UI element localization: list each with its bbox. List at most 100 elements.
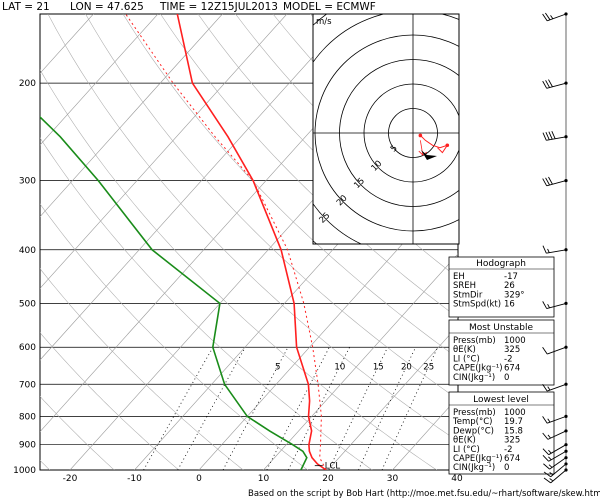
lcl-label: LCL [325,462,341,472]
lat-text: LAT = 21 [2,1,50,13]
lowest-level-box: Lowest level Press(mb) 1000 Temp(°C) 19.7 De… [448,391,555,475]
wind-barb [542,130,568,141]
most-unstable-row-value: 325 [504,345,520,355]
lowest-level-row-value: 19.7 [504,417,523,427]
temperature-tick-label: 10 [258,474,270,484]
hodograph-trace-line [420,135,449,154]
hodograph-end-marker [421,150,437,160]
hodograph-trace [418,133,450,160]
dry-adiabat [85,14,458,400]
lowest-level-row-label: Dewp(°C) [453,426,494,436]
lowest-level-row-label: CAPE(Jkg⁻¹) [453,454,503,464]
dry-adiabat [40,69,437,470]
hodograph-ring-label: 30 [300,228,315,243]
isotherm [40,14,94,74]
curve-layer [40,14,327,470]
pressure-tick-label: 700 [19,380,36,390]
dry-adiabat [40,332,179,470]
mixing-ratio-line [222,347,289,470]
most-unstable-row-label: CIN(Jkg⁻¹) [453,373,495,383]
time-text: TIME = 12Z15JUL2013 [159,1,278,13]
wind-barb [542,449,568,462]
pressure-tick-label: 1000 [13,466,36,476]
wind-barb [542,345,568,355]
lowest-level-row-label: Press(mb) [453,408,496,418]
wind-barb [542,301,568,310]
lowest-level-row-value: 325 [504,436,520,446]
wind-barb [542,382,568,392]
lowest-level-row-label: LI (°C) [453,445,480,455]
mixing-ratio-label: 10 [334,362,345,372]
dry-adiabat [40,137,373,470]
hodograph-unit-label: m/s [316,17,332,27]
hodograph-box-title: Hodograph [476,259,526,269]
hodograph-point [418,133,423,138]
pressure-tick-label: 300 [19,177,36,187]
wind-barb [543,468,568,484]
pressure-tick-label: 200 [19,79,36,89]
dry-adiabat [160,14,458,319]
dry-adiabat [40,268,244,470]
pressure-tick-label: 800 [19,412,36,422]
dry-adiabat [122,14,458,359]
storm-motion-arrowhead [418,150,428,156]
wind-barb [543,462,568,478]
lowest-level-title: Lowest level [473,395,529,405]
mixing-ratio-label: 25 [423,362,434,372]
lowest-level-row-value: 1000 [504,408,526,418]
lowest-level-row-label: θE(K) [453,436,476,446]
temperature-tick-label: 20 [322,474,334,484]
model-text: MODEL = ECMWF [283,1,376,13]
hodograph-row-value: -17 [504,272,518,282]
hodograph-row-label: StmSpd(kt) [453,300,501,310]
wind-barb [542,176,568,187]
isotherm [40,14,223,218]
wind-barb [542,414,568,424]
most-unstable-row-value: -2 [504,354,512,364]
hodograph-row-label: SREH [453,281,476,291]
hodograph-frame [312,13,460,245]
parcel-profile [125,14,327,470]
hodograph-row-label: StmDir [453,290,483,300]
hodograph-row-label: EH [453,272,465,282]
dry-adiabat [40,203,308,470]
pressure-tick-label: 900 [19,441,36,451]
most-unstable-row-label: Press(mb) [453,336,496,346]
hodograph-row-value: 26 [504,281,515,291]
hodograph-point [445,143,450,148]
most-unstable-row-value: 0 [504,373,509,383]
mixing-ratio-line [328,347,389,470]
hodograph-info-box: Hodograph EH -17 SREH 26 StmDir 329°StmSpd(kt… [448,256,555,318]
footer-credit: Based on the script by Bob Hart (http://… [248,489,600,499]
isotherm [40,14,352,361]
isotherm [40,14,288,289]
most-unstable-row-label: CAPE(Jkg⁻¹) [453,364,503,374]
wind-barb [542,443,568,456]
wind-barb [542,429,568,440]
temperature-tick-label: 30 [387,474,399,484]
mixing-ratio-line [177,347,246,470]
hodograph-ring-label: 5 [389,143,400,154]
wind-barbs [542,12,568,484]
most-unstable-row-label: LI (°C) [453,354,480,364]
temperature-tick-label: 0 [196,474,202,484]
hodograph-row-value: 16 [504,300,515,310]
lowest-level-row-label: Temp(°C) [452,417,492,427]
most-unstable-row-value: 1000 [504,336,526,346]
storm-motion-arrow [419,140,424,156]
isotherm [40,14,159,146]
temperature-tick-label: 40 [451,474,463,484]
wind-barb [542,245,568,254]
most-unstable-title: Most Unstable [469,323,534,333]
mixing-ratio-line [266,347,330,470]
temperature-tick-label: -10 [127,474,142,484]
wind-barb [542,79,568,89]
dry-adiabat [573,14,600,470]
pressure-tick-label: 400 [19,246,36,256]
mixing-ratio-label: 15 [373,362,384,372]
lowest-level-row-value: 0 [504,463,509,473]
most-unstable-row-label: θE(K) [453,345,476,355]
